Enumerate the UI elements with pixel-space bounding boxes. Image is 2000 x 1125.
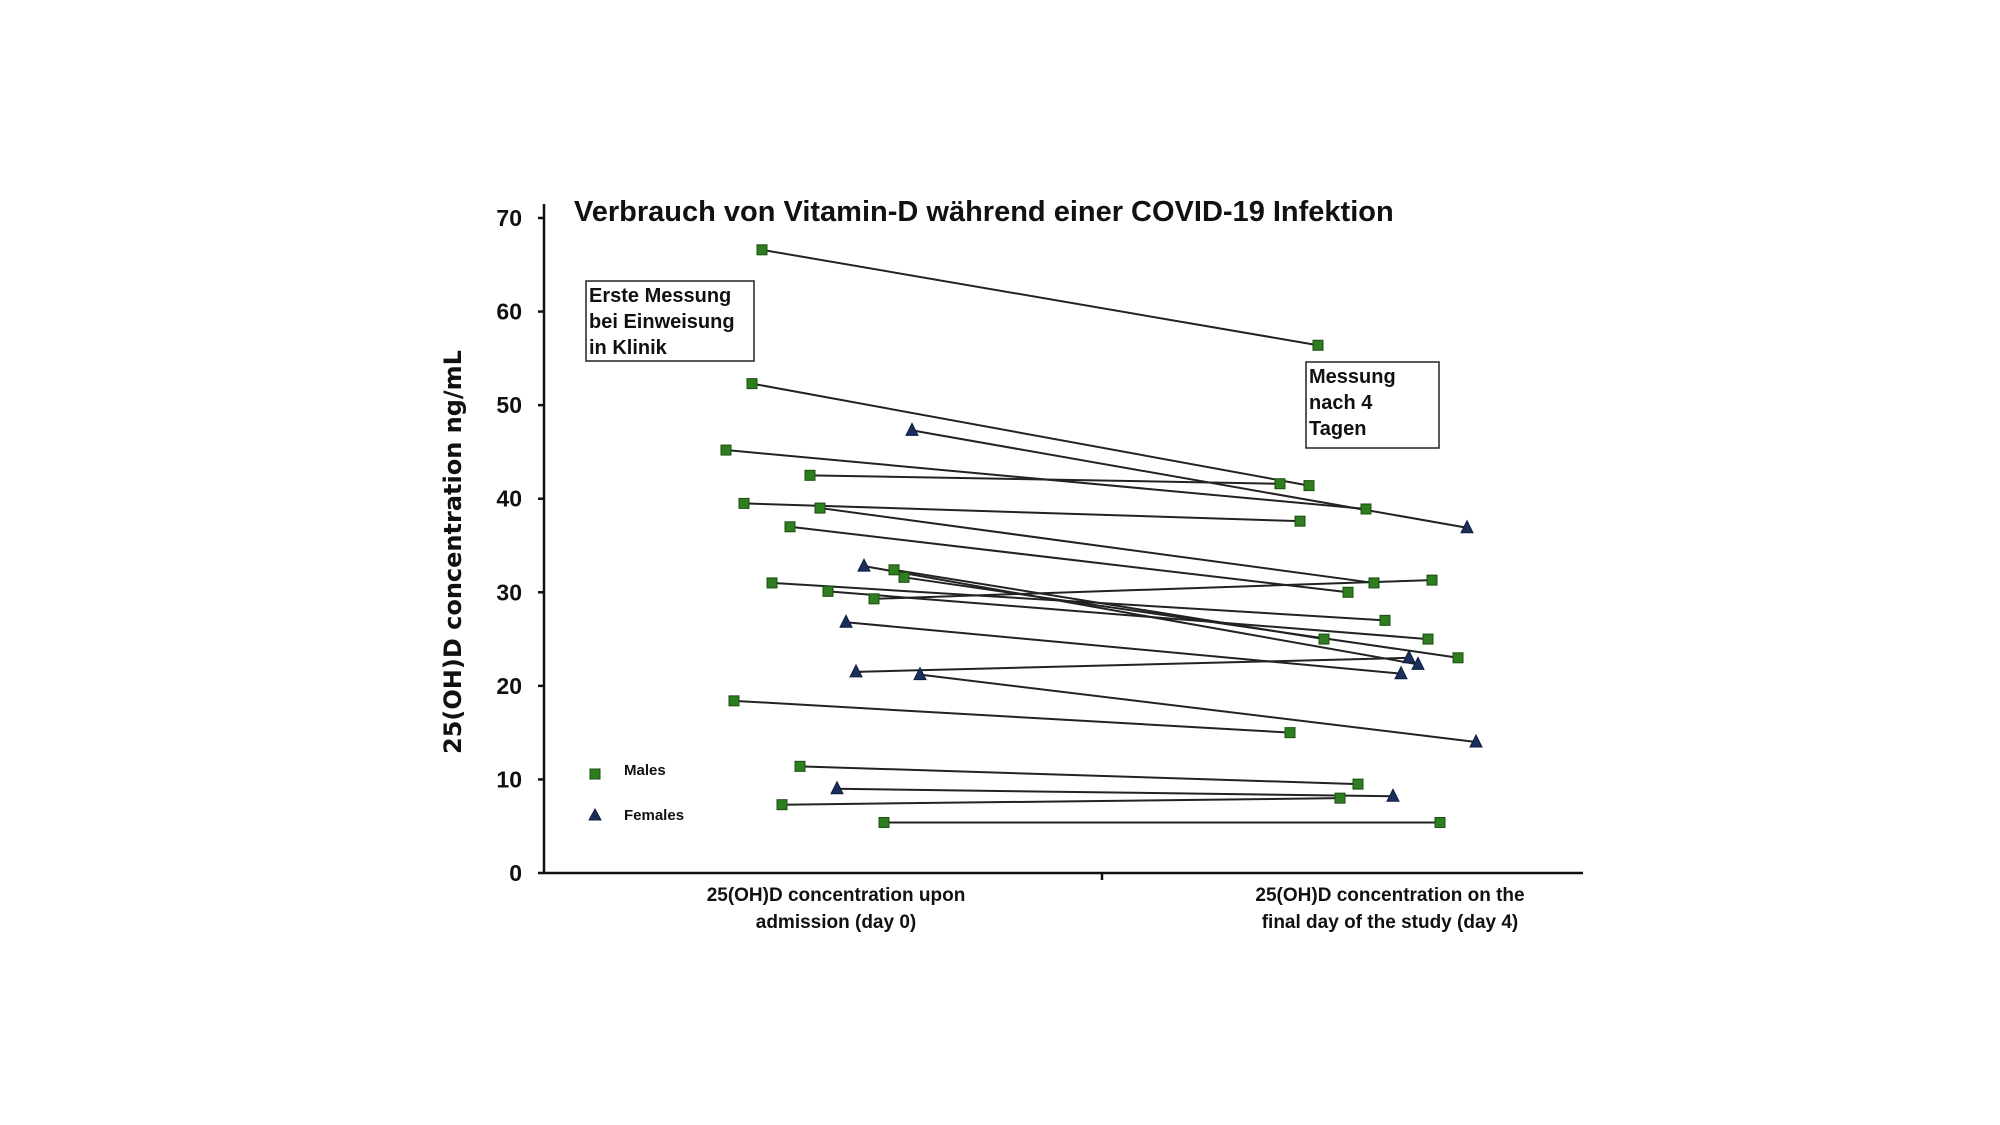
- male-data-point: [776, 799, 788, 811]
- legend-label-males: Males: [624, 762, 666, 779]
- annotation-first-measurement: Erste Messung bei Einweisung in Klinik: [585, 280, 755, 362]
- subject-line: [845, 621, 1402, 675]
- female-data-point: [1386, 788, 1400, 802]
- male-data-point: [1303, 480, 1315, 492]
- male-data-point: [1368, 577, 1380, 589]
- subject-line: [751, 382, 1310, 487]
- male-data-point: [1312, 339, 1324, 351]
- subject-line: [789, 525, 1349, 594]
- female-data-point: [1411, 656, 1425, 670]
- female-data-point: [857, 557, 871, 572]
- subject-line: [809, 474, 1281, 485]
- male-data-point: [1284, 727, 1296, 739]
- y-tick-label: 20: [496, 673, 522, 699]
- male-data-point: [1334, 792, 1346, 804]
- male-data-point: [766, 577, 778, 589]
- subject-line: [863, 565, 1419, 666]
- y-tick-label: 10: [496, 766, 522, 792]
- annotation-first-measurement-line-2: bei Einweisung: [589, 311, 735, 333]
- x-tick-label: admission (day 0): [756, 912, 917, 933]
- female-data-point: [1402, 649, 1416, 664]
- annotation-first-measurement-line-1: Erste Messung: [589, 285, 731, 307]
- x-tick-label: final day of the study (day 4): [1262, 912, 1519, 933]
- subject-line: [819, 507, 1375, 584]
- annotation-after-4-days-line-3: Tagen: [1309, 418, 1366, 440]
- subject-line: [799, 765, 1359, 786]
- annotation-after-4-days-line-2: nach 4: [1309, 392, 1373, 414]
- pair-lines: [725, 248, 1477, 824]
- male-data-point: [720, 444, 732, 456]
- x-tick-label: 25(OH)D concentration on the: [1255, 885, 1524, 906]
- y-tick-label: 50: [496, 392, 522, 418]
- y-tick-label: 70: [496, 205, 522, 231]
- y-axis-ticks: 0 10 20 30 40 50 60 70: [496, 205, 544, 886]
- male-data-point: [1274, 478, 1286, 490]
- male-data-point: [1360, 503, 1372, 515]
- subject-line: [781, 797, 1341, 806]
- subject-line: [771, 581, 1386, 622]
- female-data-point: [1469, 733, 1483, 748]
- subject-line: [761, 248, 1319, 347]
- subject-line: [733, 699, 1291, 734]
- male-data-point: [868, 593, 880, 605]
- male-data-point: [814, 502, 826, 514]
- x-axis-tick-labels: 25(OH)D concentration upon admission (day…: [707, 885, 1525, 933]
- female-data-point: [1460, 519, 1474, 534]
- male-data-point: [822, 585, 834, 597]
- annotation-after-4-days-line-1: Messung: [1309, 366, 1396, 388]
- subject-line: [873, 579, 1433, 600]
- subject-line: [919, 673, 1477, 743]
- y-tick-label: 40: [496, 486, 522, 512]
- legend: Males Females: [588, 762, 684, 824]
- subject-line: [911, 429, 1468, 529]
- y-axis-label: 25(OH)D concentration ng/mL: [439, 350, 467, 754]
- legend-label-females: Females: [624, 807, 684, 824]
- male-data-point: [1379, 614, 1391, 626]
- male-data-point: [804, 469, 816, 481]
- x-tick-label: 25(OH)D concentration upon: [707, 885, 966, 906]
- annotation-box-after-4-days: [1305, 361, 1440, 449]
- subject-line: [855, 656, 1410, 673]
- male-data-point: [898, 571, 910, 583]
- legend-female-marker: [588, 807, 602, 821]
- y-tick-label: 30: [496, 579, 522, 605]
- male-data-point: [784, 521, 796, 533]
- data-markers: [720, 244, 1483, 828]
- y-tick-label: 60: [496, 299, 522, 325]
- subject-line: [836, 787, 1394, 798]
- male-data-point: [878, 816, 890, 828]
- annotation-box-first-measurement: [585, 280, 755, 362]
- female-data-point: [1394, 665, 1408, 680]
- female-data-point: [905, 422, 919, 436]
- male-data-point: [738, 497, 750, 509]
- female-data-point: [839, 614, 853, 628]
- male-data-point: [1434, 816, 1446, 828]
- subject-line: [903, 576, 1459, 659]
- male-data-point: [756, 244, 768, 256]
- male-data-point: [1426, 574, 1438, 586]
- female-data-point: [830, 780, 844, 795]
- male-data-point: [1342, 586, 1354, 598]
- annotation-after-4-days: Messung nach 4 Tagen: [1305, 361, 1440, 449]
- female-data-point: [913, 666, 927, 681]
- subject-line: [827, 590, 1429, 641]
- male-data-point: [1422, 633, 1434, 645]
- male-data-point: [888, 564, 900, 576]
- male-data-point: [1318, 633, 1330, 645]
- y-tick-label: 0: [509, 860, 522, 886]
- male-data-point: [746, 378, 758, 390]
- female-data-point: [849, 663, 863, 678]
- legend-male-marker: [589, 768, 601, 780]
- annotation-first-measurement-line-3: in Klinik: [589, 337, 668, 359]
- male-data-point: [728, 695, 740, 707]
- chart-title: Verbrauch von Vitamin-D während einer CO…: [574, 196, 1394, 228]
- male-data-point: [1452, 652, 1464, 664]
- male-data-point: [1294, 515, 1306, 527]
- male-data-point: [1352, 778, 1364, 790]
- male-data-point: [794, 760, 806, 772]
- subject-line: [743, 502, 1301, 523]
